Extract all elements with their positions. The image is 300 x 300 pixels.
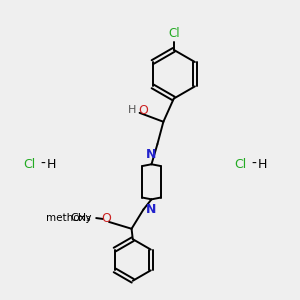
Text: Cl: Cl [168, 27, 180, 40]
Text: H: H [128, 106, 136, 116]
Text: H: H [46, 158, 56, 171]
Text: -: - [40, 157, 45, 171]
Text: H: H [258, 158, 267, 171]
Text: CH₃: CH₃ [70, 213, 91, 223]
Text: -: - [251, 157, 256, 171]
Text: Cl: Cl [235, 158, 247, 171]
Text: N: N [146, 148, 157, 161]
Text: Cl: Cl [23, 158, 36, 171]
Text: methoxy: methoxy [46, 213, 91, 223]
Text: O: O [101, 212, 111, 225]
Text: N: N [146, 203, 157, 216]
Text: O: O [138, 104, 148, 117]
